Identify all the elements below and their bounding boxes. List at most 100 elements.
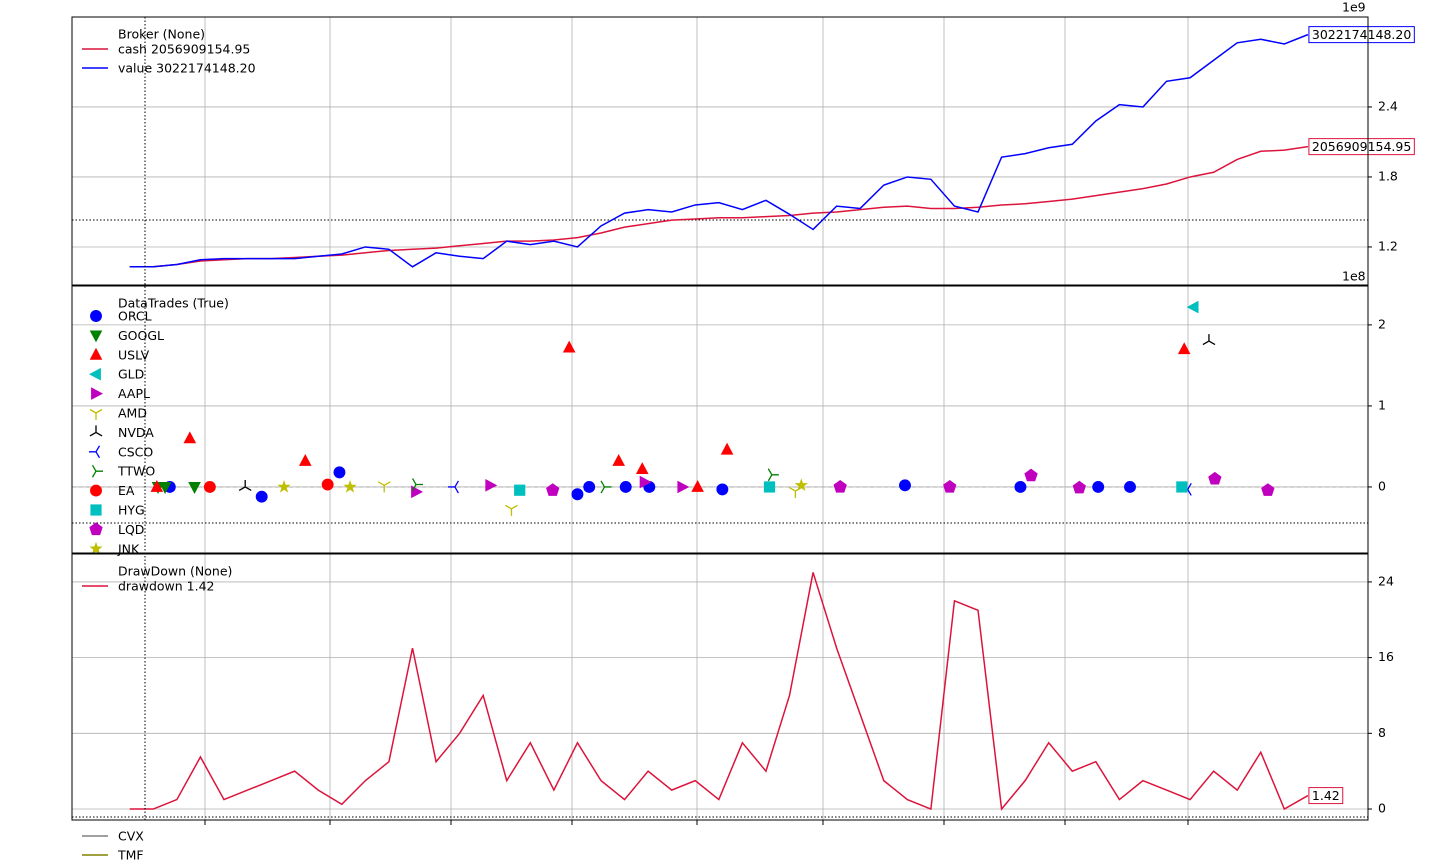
- end-label: 3022174148.20: [1312, 27, 1411, 42]
- marker: [90, 484, 102, 497]
- y-tick-label: 1.2: [1378, 238, 1398, 253]
- marker: [1176, 481, 1188, 493]
- marker: [600, 480, 612, 494]
- marker: [1024, 468, 1038, 482]
- marker: [635, 462, 649, 475]
- y-tick-label: 24: [1378, 573, 1394, 588]
- legend-title: DrawDown (None): [118, 564, 232, 579]
- marker: [255, 490, 268, 503]
- marker: [90, 504, 102, 516]
- marker: [583, 481, 596, 493]
- marker: [158, 482, 172, 494]
- marker: [619, 481, 632, 493]
- marker: [677, 480, 690, 494]
- legend-label: EA: [118, 483, 135, 498]
- marker: [1202, 334, 1216, 346]
- marker: [183, 431, 197, 444]
- marker: [1072, 480, 1087, 494]
- marker: [89, 445, 101, 459]
- marker: [716, 483, 729, 496]
- end-label-box: 2056909154.95: [1308, 138, 1415, 156]
- legend-label: AAPL: [118, 386, 150, 401]
- marker: [691, 479, 704, 492]
- marker: [514, 484, 526, 496]
- marker: [562, 340, 576, 353]
- marker: [447, 480, 459, 494]
- marker: [203, 481, 216, 493]
- legend-label: TMF: [117, 848, 144, 863]
- offset-label: 1e9: [1342, 0, 1366, 15]
- marker: [89, 408, 103, 420]
- marker: [90, 310, 102, 322]
- marker: [91, 464, 103, 478]
- legend-label: CVX: [118, 829, 144, 844]
- legend-label: cash 2056909154.95: [118, 42, 250, 57]
- marker: [277, 479, 291, 493]
- end-label-frame: [1308, 138, 1415, 156]
- marker: [1261, 483, 1275, 496]
- panel-frame: [71, 16, 1369, 286]
- marker: [1208, 471, 1222, 485]
- legend-title: Broker (None): [118, 27, 205, 42]
- marker: [794, 478, 808, 492]
- marker: [546, 483, 560, 496]
- legend-label: USLV: [118, 347, 150, 362]
- offset-label: 1e8: [1342, 269, 1366, 284]
- marker: [571, 488, 584, 501]
- y-tick-label: 0: [1378, 801, 1386, 816]
- marker: [150, 479, 164, 492]
- marker: [485, 479, 498, 492]
- marker: [943, 479, 957, 493]
- marker: [1014, 481, 1027, 493]
- legend-label: AMD: [118, 406, 147, 421]
- marker: [89, 330, 103, 343]
- y-tick-label: 1.8: [1378, 168, 1398, 183]
- end-label: 1.42: [1312, 788, 1340, 803]
- marker: [1177, 342, 1191, 355]
- marker: [238, 479, 252, 492]
- legend-label: NVDA: [118, 425, 154, 440]
- legend-label: drawdown 1.42: [118, 579, 215, 594]
- legend-label: HYG: [118, 503, 145, 518]
- marker: [333, 466, 346, 479]
- legend-label: CSCO: [118, 444, 153, 459]
- marker: [89, 367, 101, 381]
- legend-label: value 3022174148.20: [118, 61, 256, 76]
- legend-label: ORCL: [118, 309, 152, 324]
- panel-frame: [71, 285, 1369, 554]
- marker: [89, 541, 103, 555]
- line-series: [129, 145, 1309, 268]
- marker: [188, 482, 201, 494]
- marker: [612, 454, 625, 466]
- marker: [1092, 481, 1105, 493]
- y-tick-label: 2.4: [1378, 98, 1398, 113]
- marker: [639, 475, 652, 489]
- y-tick-label: 0: [1378, 478, 1386, 493]
- marker: [767, 468, 779, 482]
- marker: [1186, 300, 1199, 314]
- marker: [720, 442, 734, 455]
- y-tick-label: 2: [1378, 316, 1386, 331]
- legend-label: GOOGL: [118, 328, 164, 343]
- marker: [411, 478, 424, 491]
- y-tick-label: 1: [1378, 397, 1386, 412]
- marker: [298, 454, 312, 466]
- marker: [505, 504, 518, 516]
- marker: [321, 478, 334, 491]
- line-series: [129, 572, 1309, 811]
- marker: [91, 387, 103, 400]
- marker: [89, 425, 103, 437]
- marker: [1124, 481, 1136, 493]
- marker: [833, 479, 847, 493]
- end-label-frame: [1308, 787, 1344, 805]
- marker: [343, 479, 357, 493]
- end-label-box: 1.42: [1308, 787, 1344, 805]
- marker: [89, 347, 103, 360]
- y-tick-label: 16: [1378, 649, 1394, 664]
- marker: [763, 481, 776, 493]
- panel-frame: [71, 553, 1369, 821]
- y-tick-label: 8: [1378, 725, 1386, 740]
- marker: [89, 522, 103, 536]
- line-series: [129, 33, 1309, 268]
